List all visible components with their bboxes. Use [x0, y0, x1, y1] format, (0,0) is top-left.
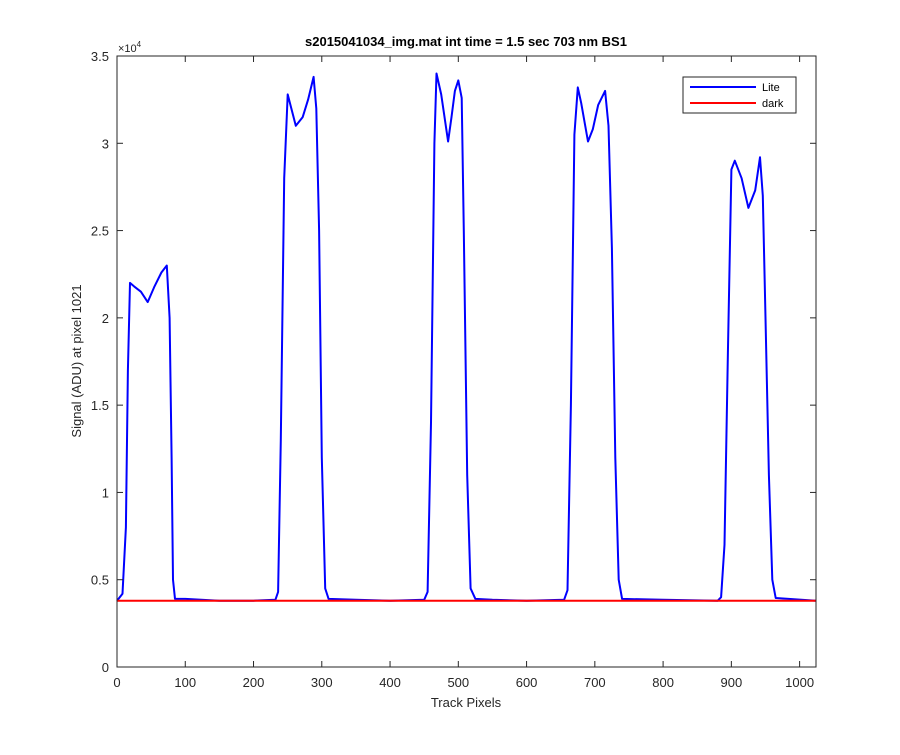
x-axis-label: Track Pixels	[431, 695, 502, 710]
x-tick-label: 500	[447, 675, 469, 690]
x-tick-label: 600	[516, 675, 538, 690]
legend-box	[682, 76, 797, 114]
y-multiplier-base: ×10	[118, 43, 137, 55]
y-tick-label: 2	[102, 311, 109, 326]
x-tick-label: 300	[311, 675, 333, 690]
axes-box	[116, 55, 817, 668]
series-line-lite	[116, 72, 817, 602]
x-tick-label: 100	[174, 675, 196, 690]
x-tick-label: 400	[379, 675, 401, 690]
y-axis: 0 0.5 1 1.5 2 2.5 3 3.5	[91, 49, 816, 675]
legend-label-dark: dark	[762, 98, 784, 110]
y-tick-label: 1.5	[91, 398, 109, 413]
chart-title: s2015041034_img.mat int time = 1.5 sec 7…	[305, 34, 627, 49]
x-tick-label: 0	[113, 675, 120, 690]
y-multiplier-exponent: 4	[137, 40, 142, 49]
series-layer	[116, 72, 817, 602]
y-tick-label: 1	[102, 485, 109, 500]
x-tick-label: 800	[652, 675, 674, 690]
legend-label-lite: Lite	[762, 82, 780, 94]
y-axis-label: Signal (ADU) at pixel 1021	[69, 284, 84, 437]
x-tick-label: 200	[243, 675, 265, 690]
y-tick-label: 3	[102, 136, 109, 151]
y-tick-label: 3.5	[91, 49, 109, 64]
y-tick-label: 0.5	[91, 573, 109, 588]
y-multiplier-label: ×104	[118, 40, 142, 55]
x-tick-label: 700	[584, 675, 606, 690]
x-axis: 0 100 200 300 400 500 600 700 800 900 1000	[113, 56, 814, 690]
y-tick-label: 2.5	[91, 224, 109, 239]
legend: Lite dark	[682, 76, 797, 114]
x-tick-label: 900	[721, 675, 743, 690]
y-tick-label: 0	[102, 660, 109, 675]
x-tick-label: 1000	[785, 675, 814, 690]
